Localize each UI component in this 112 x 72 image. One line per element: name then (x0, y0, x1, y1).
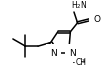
Text: O: O (94, 15, 101, 24)
Text: N: N (50, 49, 57, 58)
Text: CH: CH (76, 58, 87, 67)
Text: N: N (80, 1, 86, 10)
Text: H: H (71, 1, 77, 10)
Text: 3: 3 (82, 59, 86, 64)
Text: N: N (69, 49, 76, 58)
Text: 2: 2 (77, 4, 81, 9)
